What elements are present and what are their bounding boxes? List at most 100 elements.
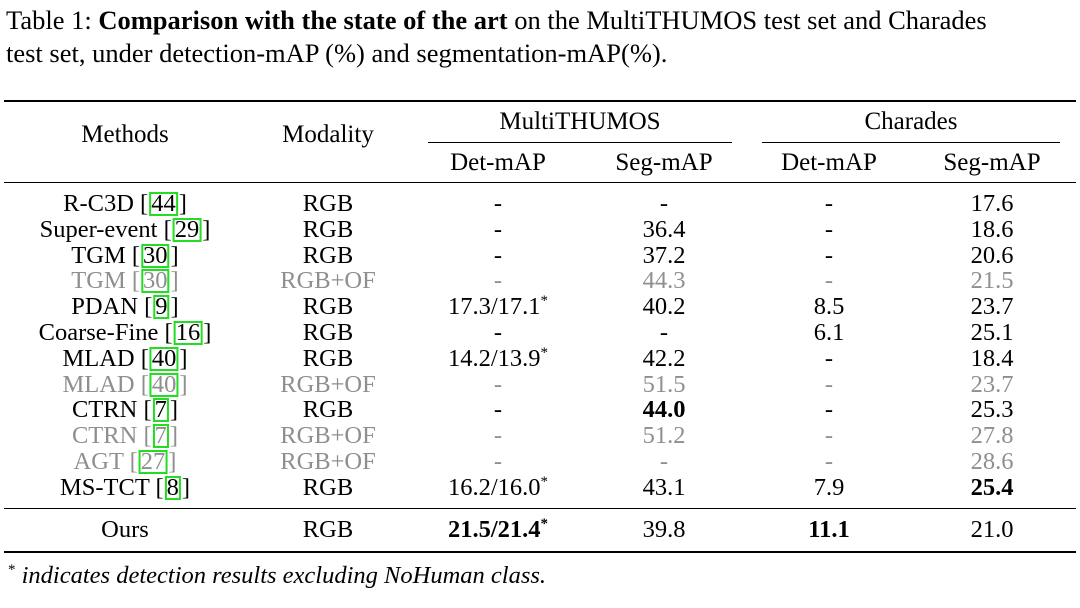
method-name: MLAD xyxy=(62,370,135,398)
citation-link[interactable]: 27 xyxy=(138,448,168,475)
row-11-ch-det: 7.9 xyxy=(813,473,845,501)
row-8-ch-seg: 25.3 xyxy=(971,397,1014,423)
row-11-method: MS-TCT [8] xyxy=(59,473,191,501)
citation-link[interactable]: 16 xyxy=(173,319,203,346)
value-text: 28.6 xyxy=(970,448,1014,475)
value-text: 23.7 xyxy=(970,370,1014,398)
citation-link[interactable]: 44 xyxy=(149,190,178,217)
value-text: 25.1 xyxy=(970,319,1014,346)
row-3-mt-seg: 44.3 xyxy=(643,268,686,294)
citation-link[interactable]: 30 xyxy=(141,267,170,295)
caption-prefix: Table 1: xyxy=(6,5,99,35)
row-7-method: MLAD [40] xyxy=(62,370,188,398)
value-text: - xyxy=(824,344,834,372)
row-0-ch-det: - xyxy=(825,191,833,217)
row-10-mt-det: - xyxy=(494,449,502,475)
row-9-modality: RGB+OF xyxy=(280,422,376,450)
value-text: 42.2 xyxy=(642,344,686,372)
row-6-ch-det: - xyxy=(824,344,834,372)
value-text: - xyxy=(824,241,834,269)
value-text: - xyxy=(824,215,834,243)
row-6-ch-seg: 18.4 xyxy=(970,344,1014,372)
row-3-ch-det: - xyxy=(825,268,833,294)
method-name: TGM xyxy=(71,267,126,295)
row-8-mt-det: - xyxy=(494,397,502,423)
method-name: CTRN xyxy=(71,396,138,424)
row-1-mt-seg: 36.4 xyxy=(642,215,686,243)
row-1-mt-det: - xyxy=(494,216,502,243)
method-name: MS-TCT xyxy=(59,473,150,501)
value-text: - xyxy=(493,319,503,346)
header-multithumos: MultiTHUMOS xyxy=(499,108,661,135)
row-10-method: AGT [27] xyxy=(73,448,177,475)
asterisk-mark: * xyxy=(540,293,549,310)
row-7-ch-det: - xyxy=(824,370,834,398)
value-text: 16.2/16.0 xyxy=(447,473,541,501)
row-2-mt-det: - xyxy=(494,242,502,269)
row-7-mt-det: - xyxy=(494,371,502,398)
value-text: 7.9 xyxy=(813,473,845,501)
citation-link[interactable]: 7 xyxy=(152,422,169,450)
value-text: 27.8 xyxy=(970,422,1014,450)
row-0-modality: RGB xyxy=(302,190,354,217)
citation-link[interactable]: 7 xyxy=(152,396,169,424)
row-4-method: PDAN [9] xyxy=(71,293,179,321)
row-2-ch-det: - xyxy=(824,241,834,269)
ours-mt-det: 21.5/21.4* xyxy=(448,516,548,543)
citation-link[interactable]: 40 xyxy=(149,370,179,398)
value-text: 11.1 xyxy=(808,516,850,543)
value-text: 21.5 xyxy=(970,267,1014,295)
value-text: - xyxy=(493,396,503,424)
method-name: R-C3D xyxy=(63,190,134,217)
value-text: - xyxy=(824,370,834,398)
header-charades: Charades xyxy=(864,108,958,135)
row-6-modality: RGB xyxy=(302,344,354,372)
row-11-mt-det: 16.2/16.0* xyxy=(447,473,548,501)
row-5-ch-det: 6.1 xyxy=(814,320,845,346)
row-2-ch-seg: 20.6 xyxy=(971,242,1014,269)
row-11-ch-seg: 25.4 xyxy=(971,474,1014,501)
row-8-ch-det: - xyxy=(825,397,833,423)
header-methods: Methods xyxy=(81,121,169,148)
caption-line-2: test set, under detection-mAP (%) and se… xyxy=(6,38,668,68)
ours-ch-det: 11.1 xyxy=(808,517,850,543)
method-name: CTRN xyxy=(71,422,138,450)
row-9-ch-seg: 27.8 xyxy=(971,423,1014,449)
row-9-mt-det: - xyxy=(494,423,502,449)
row-6-mt-seg: 42.2 xyxy=(642,344,686,372)
value-text: - xyxy=(659,190,669,217)
citation-link[interactable]: 8 xyxy=(164,473,181,501)
citation-link[interactable]: 30 xyxy=(141,241,170,269)
value-text: - xyxy=(493,190,503,217)
method-name: PDAN xyxy=(71,293,138,321)
value-text: - xyxy=(493,448,503,475)
row-1-method: Super-event [29] xyxy=(39,215,211,243)
value-text: 8.5 xyxy=(813,293,845,321)
value-text: 25.3 xyxy=(970,396,1014,424)
row-5-mt-det: - xyxy=(494,320,502,346)
value-text: 18.4 xyxy=(970,344,1014,372)
row-9-mt-seg: 51.2 xyxy=(643,423,686,449)
row-6-mt-det: 14.2/13.9* xyxy=(447,344,548,372)
row-10-mt-seg: - xyxy=(660,449,668,475)
row-3-mt-det: - xyxy=(494,268,502,294)
row-8-mt-seg: 44.0 xyxy=(643,397,686,423)
value-text: 18.6 xyxy=(970,215,1014,243)
row-8-method: CTRN [7] xyxy=(71,396,179,424)
value-text: 21.0 xyxy=(970,516,1014,543)
citation-link[interactable]: 40 xyxy=(149,344,179,372)
value-text: - xyxy=(493,422,503,450)
row-4-ch-seg: 23.7 xyxy=(971,294,1014,320)
value-text: 14.2/13.9 xyxy=(447,344,541,372)
citation-link[interactable]: 9 xyxy=(153,293,170,321)
ours-ch-seg: 21.0 xyxy=(971,517,1014,543)
row-3-modality: RGB+OF xyxy=(280,267,376,295)
value-text: 36.4 xyxy=(642,215,686,243)
value-text: 51.2 xyxy=(642,422,686,450)
row-0-mt-det: - xyxy=(494,191,502,217)
header-mt-det-map: Det-mAP xyxy=(450,149,546,176)
citation-link[interactable]: 29 xyxy=(172,215,202,243)
multithumos-group-rule xyxy=(428,142,732,143)
ours-mt-seg: 39.8 xyxy=(643,517,686,543)
table-caption: Table 1: Comparison with the state of th… xyxy=(6,4,1078,70)
